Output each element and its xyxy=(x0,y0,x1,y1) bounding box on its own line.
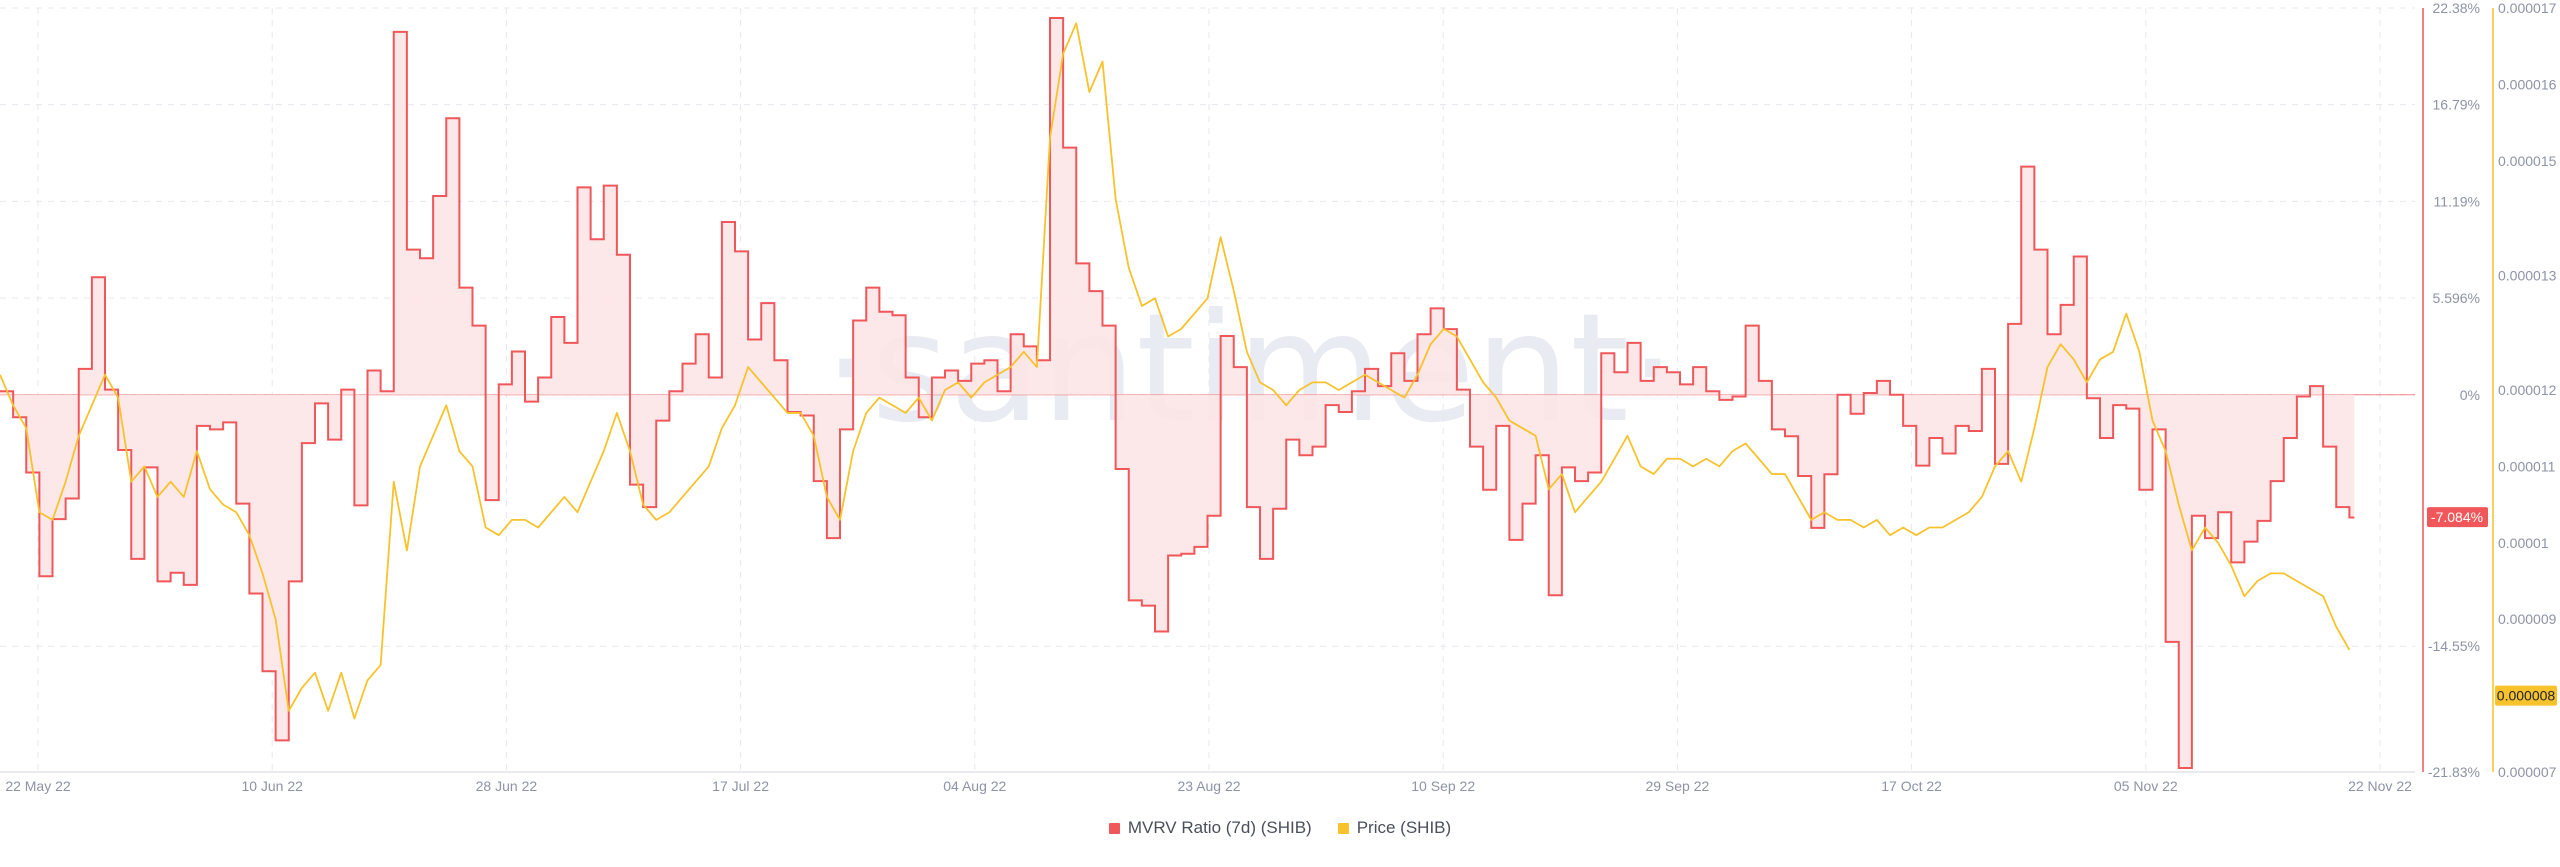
price-current-badge xyxy=(2495,685,2557,706)
x-tick-label: 29 Sep 22 xyxy=(1645,778,1709,794)
mvrv-tick-label: 22.38% xyxy=(2433,0,2480,16)
x-tick-label: 10 Sep 22 xyxy=(1411,778,1475,794)
price-tick-label: 0.000013 xyxy=(2498,267,2557,283)
x-tick-label: 28 Jun 22 xyxy=(476,778,538,794)
price-tick-label: 0.000015 xyxy=(2498,153,2557,169)
x-tick-label: 17 Oct 22 xyxy=(1881,778,1942,794)
mvrv-current-badge xyxy=(2427,507,2488,528)
x-tick-label: 05 Nov 22 xyxy=(2114,778,2178,794)
price-tick-label: 0.000017 xyxy=(2498,0,2557,16)
mvrv-tick-label: 5.596% xyxy=(2433,290,2480,306)
legend-swatch-price xyxy=(1337,822,1349,834)
price-tick-label: 0.00001 xyxy=(2498,535,2549,551)
legend-label-price: Price (SHIB) xyxy=(1356,818,1452,837)
mvrv-tick-label: 16.79% xyxy=(2433,97,2480,113)
mvrv-line xyxy=(0,17,2355,770)
legend-item-mvrv[interactable]: MVRV Ratio (7d) (SHIB) xyxy=(1108,818,1312,838)
x-tick-label: 17 Jul 22 xyxy=(712,778,769,794)
mvrv-tick-label: -21.83% xyxy=(2428,764,2480,780)
price-tick-label: 0.000011 xyxy=(2498,458,2556,474)
price-line xyxy=(0,22,2351,720)
mvrv-series xyxy=(0,17,2415,770)
price-series xyxy=(0,22,2351,720)
legend-swatch-mvrv xyxy=(1108,822,1120,834)
legend: MVRV Ratio (7d) (SHIB) Price (SHIB) xyxy=(0,818,2560,838)
grid xyxy=(0,7,2415,773)
mvrv-current-label: -7.084% xyxy=(2431,509,2483,525)
x-tick-label: 04 Aug 22 xyxy=(943,778,1006,794)
price-tick-label: 0.000012 xyxy=(2498,382,2557,398)
x-tick-label: 10 Jun 22 xyxy=(241,778,303,794)
price-tick-label: 0.000009 xyxy=(2498,611,2557,627)
mvrv-tick-label: 11.19% xyxy=(2434,193,2480,209)
price-tick-label: 0.000016 xyxy=(2498,76,2557,92)
price-current-label: 0.000008 xyxy=(2497,688,2556,704)
x-tick-label: 22 Nov 22 xyxy=(2348,778,2412,794)
x-tick-label: 23 Aug 22 xyxy=(1177,778,1240,794)
mvrv-tick-label: -14.55% xyxy=(2428,638,2480,654)
axes: 22 May 22 10 Jun 22 28 Jun 22 17 Jul 22 04 A… xyxy=(0,0,2557,794)
x-tick-label: 22 May 22 xyxy=(5,778,71,794)
legend-label-mvrv: MVRV Ratio (7d) (SHIB) xyxy=(1127,818,1312,837)
legend-item-price[interactable]: Price (SHIB) xyxy=(1337,818,1452,838)
price-tick-label: 0.000007 xyxy=(2498,764,2557,780)
mvrv-tick-label: 0% xyxy=(2460,387,2480,403)
mvrv-area xyxy=(0,18,2355,769)
